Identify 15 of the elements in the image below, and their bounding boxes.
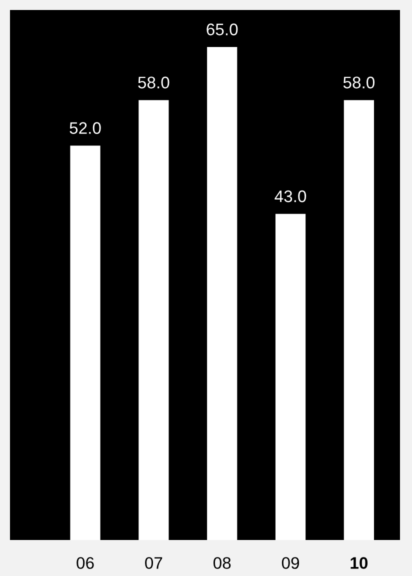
data-label: 58.0 [343, 76, 375, 88]
data-label: 58.0 [138, 76, 170, 88]
x-tick-label: 10 [350, 557, 368, 569]
data-label: 65.0 [206, 24, 238, 36]
bar [70, 146, 100, 540]
x-tick-label: 07 [145, 557, 162, 569]
x-tick-label: 08 [213, 557, 231, 569]
bar [138, 100, 169, 540]
x-tick-label: 09 [282, 557, 300, 569]
bar [207, 46, 238, 540]
bar [275, 214, 306, 540]
data-label: 43.0 [274, 190, 306, 202]
data-label: 52.0 [70, 122, 101, 134]
x-tick-label: 06 [76, 557, 94, 569]
bar [344, 100, 374, 540]
